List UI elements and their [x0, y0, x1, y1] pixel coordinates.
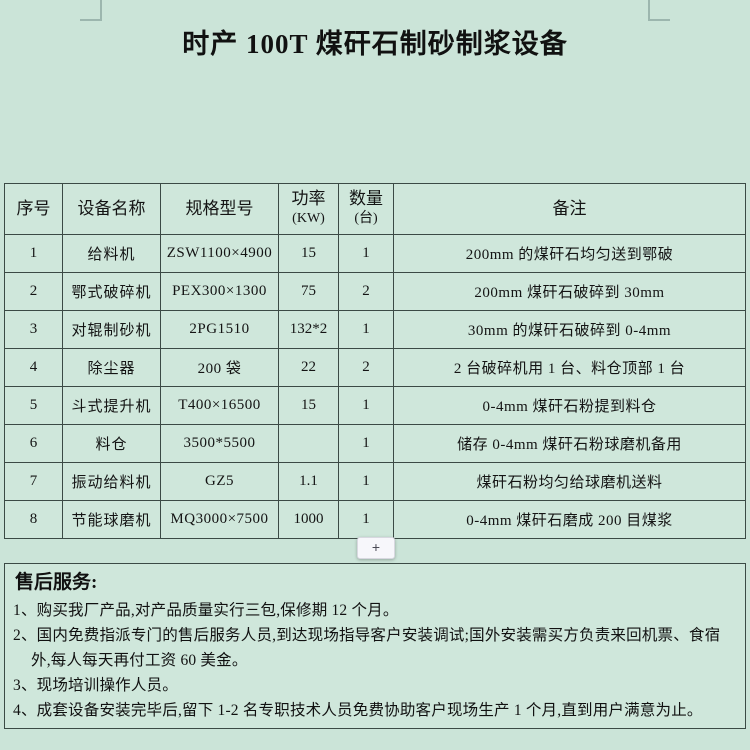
- cell-power: 22: [278, 348, 339, 387]
- column-header-model: 规格型号: [160, 183, 279, 235]
- cell-model: T400×16500: [160, 386, 279, 425]
- table-row[interactable]: 7 振动给料机 GZ5 1.1 1 煤矸石粉均匀给球磨机送料: [4, 462, 746, 501]
- cell-note: 2 台破碎机用 1 台、料仓顶部 1 台: [393, 348, 746, 387]
- cell-model: 200 袋: [160, 348, 279, 387]
- note-line-2-continued: 外,每人每天再付工资 60 美金。: [31, 652, 248, 669]
- column-header-qty-unit: (台): [354, 211, 378, 226]
- column-header-power: 功率 (KW): [278, 183, 339, 235]
- cell-power: 75: [278, 272, 339, 311]
- cell-qty: 1: [338, 310, 394, 349]
- cell-model: PEX300×1300: [160, 272, 279, 311]
- cell-power: 15: [278, 234, 339, 273]
- cell-model: ZSW1100×4900: [160, 234, 279, 273]
- cell-model: 2PG1510: [160, 310, 279, 349]
- page-margin-mark-top-left: [80, 0, 102, 21]
- cell-note: 0-4mm 煤矸石磨成 200 目煤浆: [393, 500, 746, 539]
- column-header-name: 设备名称: [62, 183, 161, 235]
- cell-power: 1000: [278, 500, 339, 539]
- cell-no: 3: [4, 310, 63, 349]
- cell-power: [278, 424, 339, 463]
- cell-name: 除尘器: [62, 348, 161, 387]
- column-header-qty-main: 数量: [349, 189, 383, 208]
- cell-name: 节能球磨机: [62, 500, 161, 539]
- cell-power: 15: [278, 386, 339, 425]
- cell-name: 料仓: [62, 424, 161, 463]
- cell-name: 鄂式破碎机: [62, 272, 161, 311]
- column-header-power-main: 功率: [291, 189, 326, 208]
- cell-model: 3500*5500: [160, 424, 279, 463]
- table-row[interactable]: 4 除尘器 200 袋 22 2 2 台破碎机用 1 台、料仓顶部 1 台: [4, 348, 746, 387]
- table-header: 序号 设备名称 规格型号 功率 (KW) 数量 (台) 备注: [4, 183, 746, 235]
- cell-no: 1: [4, 234, 63, 273]
- cell-qty: 1: [338, 234, 394, 273]
- table-row[interactable]: 6 料仓 3500*5500 1 储存 0-4mm 煤矸石粉球磨机备用: [4, 424, 746, 463]
- table-row[interactable]: 1 给料机 ZSW1100×4900 15 1 200mm 的煤矸石均匀送到鄂破: [4, 234, 746, 273]
- cell-no: 4: [4, 348, 63, 387]
- cell-no: 6: [4, 424, 63, 463]
- cell-qty: 1: [338, 462, 394, 501]
- cell-power: 1.1: [278, 462, 339, 501]
- table-row[interactable]: 3 对辊制砂机 2PG1510 132*2 1 30mm 的煤矸石破碎到 0-4…: [4, 310, 746, 349]
- after-sales-service-box: 售后服务: 1、购买我厂产品,对产品质量实行三包,保修期 12 个月。 2、国内…: [4, 563, 746, 729]
- note-line-3: 3、现场培训操作人员。: [13, 677, 178, 694]
- cell-no: 8: [4, 500, 63, 539]
- cell-qty: 2: [338, 272, 394, 311]
- page-title: 时产 100T 煤矸石制砂制浆设备: [182, 29, 568, 59]
- table-row[interactable]: 8 节能球磨机 MQ3000×7500 1000 1 0-4mm 煤矸石磨成 2…: [4, 500, 746, 539]
- cell-name: 对辊制砂机: [62, 310, 161, 349]
- cell-name: 斗式提升机: [62, 386, 161, 425]
- cell-model: GZ5: [160, 462, 279, 501]
- table-row[interactable]: 5 斗式提升机 T400×16500 15 1 0-4mm 煤矸石粉提到料仓: [4, 386, 746, 425]
- cell-name: 振动给料机: [62, 462, 161, 501]
- cell-note: 30mm 的煤矸石破碎到 0-4mm: [393, 310, 746, 349]
- cell-no: 7: [4, 462, 63, 501]
- column-header-note: 备注: [393, 183, 746, 235]
- cell-note: 200mm 煤矸石破碎到 30mm: [393, 272, 746, 311]
- cell-no: 2: [4, 272, 63, 311]
- cell-qty: 2: [338, 348, 394, 387]
- column-header-power-unit: (KW): [292, 211, 325, 226]
- add-row-button[interactable]: +: [357, 537, 395, 559]
- table-header-row: 序号 设备名称 规格型号 功率 (KW) 数量 (台) 备注: [4, 183, 746, 235]
- column-header-no: 序号: [4, 183, 63, 235]
- note-line-4: 4、成套设备安装完毕后,留下 1-2 名专职技术人员免费协助客户现场生产 1 个…: [13, 702, 703, 719]
- cell-note: 0-4mm 煤矸石粉提到料仓: [393, 386, 746, 425]
- cell-no: 5: [4, 386, 63, 425]
- cell-qty: 1: [338, 386, 394, 425]
- cell-name: 给料机: [62, 234, 161, 273]
- table-body: 1 给料机 ZSW1100×4900 15 1 200mm 的煤矸石均匀送到鄂破…: [4, 234, 746, 539]
- after-sales-service-title: 售后服务:: [15, 572, 98, 593]
- cell-note: 储存 0-4mm 煤矸石粉球磨机备用: [393, 424, 746, 463]
- equipment-spec-table: 序号 设备名称 规格型号 功率 (KW) 数量 (台) 备注 1 给料机 ZSW…: [4, 183, 746, 539]
- cell-note: 200mm 的煤矸石均匀送到鄂破: [393, 234, 746, 273]
- cell-qty: 1: [338, 424, 394, 463]
- page-margin-mark-top-right: [648, 0, 670, 21]
- cell-note: 煤矸石粉均匀给球磨机送料: [393, 462, 746, 501]
- table-row[interactable]: 2 鄂式破碎机 PEX300×1300 75 2 200mm 煤矸石破碎到 30…: [4, 272, 746, 311]
- column-header-qty: 数量 (台): [338, 183, 394, 235]
- cell-qty: 1: [338, 500, 394, 539]
- note-line-2: 2、国内免费指派专门的售后服务人员,到达现场指导客户安装调试;国外安装需买方负责…: [13, 627, 721, 644]
- cell-model: MQ3000×7500: [160, 500, 279, 539]
- cell-power: 132*2: [278, 310, 339, 349]
- note-line-1: 1、购买我厂产品,对产品质量实行三包,保修期 12 个月。: [13, 602, 399, 619]
